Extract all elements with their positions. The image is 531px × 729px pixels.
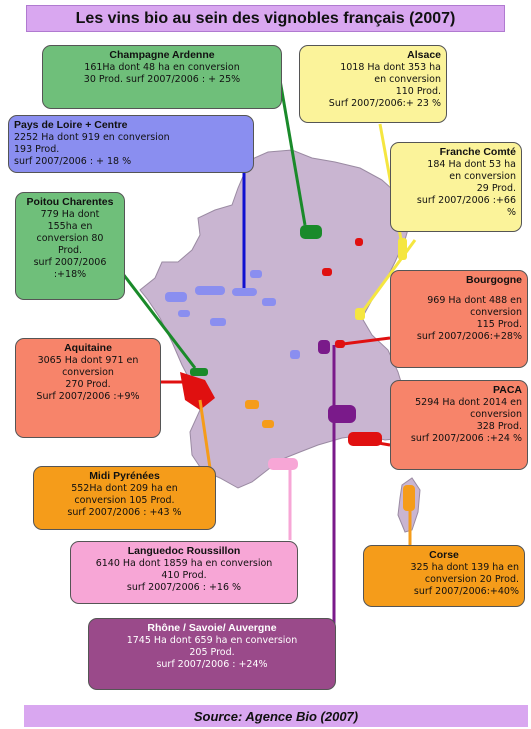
map-title-text: Les vins bio au sein des vignobles franç… — [75, 9, 456, 27]
box-bourgogne: Bourgogne 969 Ha dont 488 en conversion … — [390, 270, 528, 368]
box-midi: Midi Pyrénées 552Ha dont 209 ha en conve… — [33, 466, 216, 530]
aquitaine-name: Aquitaine — [64, 342, 112, 354]
midi-line: 552Ha dont 209 ha en — [71, 483, 178, 494]
vineyards-aquitaine — [180, 372, 215, 410]
alsace-line: 1018 Ha dont 353 ha — [340, 62, 441, 73]
pays-loire-line: 193 Prod. — [14, 144, 60, 155]
aquitaine-line: 3065 Ha dont 971 en — [37, 355, 139, 366]
franche-line: 184 Ha dont 53 ha — [427, 159, 516, 170]
franche-line: en conversion — [449, 171, 516, 182]
poitou-line: surf 2007/2006 — [33, 257, 107, 268]
poitou-line: :+18% — [53, 269, 87, 280]
corse-line: conversion 20 Prod. — [424, 574, 519, 585]
rhone-line: surf 2007/2006 : +24% — [156, 659, 268, 670]
poitou-line: conversion 80 — [36, 233, 104, 244]
vineyards-midi — [245, 400, 274, 428]
alsace-line: 110 Prod. — [395, 86, 441, 97]
box-languedoc: Languedoc Roussillon 6140 Ha dont 1859 h… — [70, 541, 298, 604]
corse-line: 325 ha dont 139 ha en — [410, 562, 519, 573]
bourgogne-line: 969 Ha dont 488 en — [427, 295, 522, 306]
midi-name: Midi Pyrénées — [89, 470, 160, 482]
box-alsace: Alsace 1018 Ha dont 353 ha en conversion… — [299, 45, 447, 123]
poitou-line: 155ha en — [47, 221, 93, 232]
franche-line: surf 2007/2006 :+66 — [416, 195, 516, 206]
languedoc-line: surf 2007/2006 : +16 % — [126, 582, 242, 593]
champagne-name: Champagne Ardenne — [109, 49, 215, 61]
aquitaine-line: Surf 2007/2006 :+9% — [36, 391, 140, 402]
champagne-line: 161Ha dont 48 ha en conversion — [84, 62, 240, 73]
vineyards-champagne — [300, 225, 322, 239]
paca-line: conversion — [470, 409, 522, 420]
languedoc-name: Languedoc Roussillon — [127, 545, 241, 557]
pays-loire-line: 2252 Ha dont 919 en conversion — [14, 132, 170, 143]
franche-line: % — [506, 207, 516, 218]
map-title: Les vins bio au sein des vignobles franç… — [26, 5, 505, 32]
vineyards-corse — [403, 485, 415, 511]
bourgogne-line: conversion — [470, 307, 522, 318]
paca-line: 328 Prod. — [476, 421, 522, 432]
pays-loire-name: Pays de Loire + Centre — [14, 119, 128, 131]
alsace-name: Alsace — [407, 49, 441, 61]
vineyards-languedoc — [268, 458, 298, 470]
box-corse: Corse 325 ha dont 139 ha en conversion 2… — [363, 545, 525, 607]
midi-line: conversion 105 Prod. — [74, 495, 175, 506]
bourgogne-line: 115 Prod. — [476, 319, 522, 330]
source-caption: Source: Agence Bio (2007) — [24, 705, 528, 727]
rhone-name: Rhône / Savoie/ Auvergne — [147, 622, 277, 634]
bourgogne-name: Bourgogne — [466, 274, 522, 286]
leader-lines — [118, 79, 417, 640]
midi-line: surf 2007/2006 : +43 % — [67, 507, 182, 518]
champagne-line: 30 Prod. surf 2007/2006 : + 25% — [83, 74, 241, 85]
vineyards-poitou — [190, 368, 208, 376]
box-paca: PACA 5294 Ha dont 2014 en conversion 328… — [390, 380, 528, 470]
source-text: Source: Agence Bio (2007) — [193, 708, 359, 724]
franche-name: Franche Comté — [439, 146, 516, 158]
aquitaine-line: 270 Prod. — [65, 379, 111, 390]
franche-line: 29 Prod. — [476, 183, 516, 194]
bourgogne-line: surf 2007/2006:+28% — [416, 331, 522, 342]
poitou-line: Prod. — [57, 245, 83, 256]
box-poitou: Poitou Charentes 779 Ha dont 155ha en co… — [15, 192, 125, 300]
box-aquitaine: Aquitaine 3065 Ha dont 971 en conversion… — [15, 338, 161, 438]
vineyards-pays-loire — [165, 270, 300, 359]
languedoc-line: 6140 Ha dont 1859 ha en conversion — [95, 558, 273, 569]
rhone-line: 1745 Ha dont 659 ha en conversion — [126, 635, 298, 646]
box-pays-loire: Pays de Loire + Centre 2252 Ha dont 919 … — [8, 115, 254, 173]
poitou-line: 779 Ha dont — [40, 209, 100, 220]
box-rhone: Rhône / Savoie/ Auvergne 1745 Ha dont 65… — [88, 618, 336, 690]
aquitaine-line: conversion — [62, 367, 114, 378]
rhone-line: 205 Prod. — [189, 647, 235, 658]
box-franche: Franche Comté 184 Ha dont 53 ha en conve… — [390, 142, 522, 232]
paca-line: 5294 Ha dont 2014 en — [415, 397, 522, 408]
box-champagne: Champagne Ardenne 161Ha dont 48 ha en co… — [42, 45, 282, 109]
languedoc-line: 410 Prod. — [161, 570, 207, 581]
corse-name: Corse — [429, 549, 459, 561]
alsace-line: Surf 2007/2006:+ 23 % — [328, 98, 441, 109]
pays-loire-line: surf 2007/2006 : + 18 % — [14, 156, 132, 167]
alsace-line: en conversion — [374, 74, 441, 85]
corse-line: surf 2007/2006:+40% — [413, 586, 519, 597]
poitou-name: Poitou Charentes — [26, 196, 114, 208]
paca-name: PACA — [493, 384, 522, 396]
paca-line: surf 2007/2006 :+24 % — [410, 433, 522, 444]
